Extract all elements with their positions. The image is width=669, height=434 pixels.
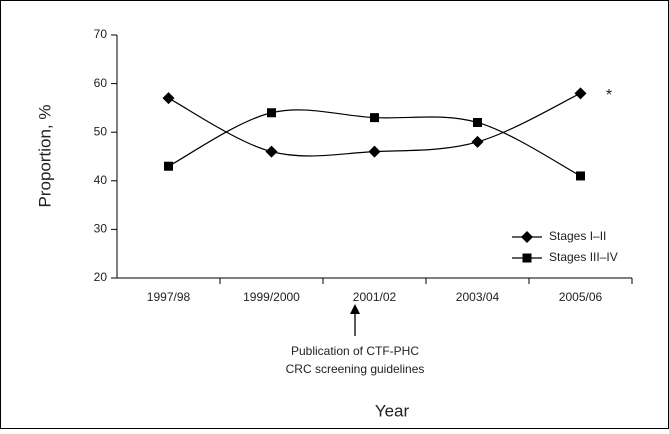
legend-label: Stages I–II <box>549 229 606 243</box>
x-tick-label: 1997/98 <box>147 290 191 304</box>
y-tick-label: 40 <box>94 173 108 187</box>
annotation-arrowhead <box>350 304 360 314</box>
y-axis-label: Proportion, % <box>35 105 54 208</box>
marker-diamond <box>265 145 278 158</box>
y-tick-label: 60 <box>94 76 108 90</box>
marker-diamond <box>574 87 587 100</box>
marker-diamond <box>368 145 381 158</box>
marker-diamond <box>471 135 484 148</box>
y-tick-label: 70 <box>94 27 108 41</box>
x-tick-label: 2003/04 <box>456 290 500 304</box>
x-tick-label: 2005/06 <box>559 290 603 304</box>
x-tick-label: 1999/2000 <box>243 290 300 304</box>
legend-label: Stages III–IV <box>549 250 618 264</box>
marker-diamond <box>521 231 533 243</box>
x-axis-label: Year <box>375 401 410 420</box>
marker-square <box>370 113 379 123</box>
x-tick-label: 2001/02 <box>353 290 397 304</box>
marker-square <box>164 161 173 171</box>
annotation: CRC screening guidelines <box>286 362 425 376</box>
significance-mark: * <box>606 87 612 104</box>
y-tick-label: 30 <box>94 222 108 236</box>
marker-square <box>267 108 276 118</box>
annotation: Publication of CTF-PHC <box>291 344 419 358</box>
y-tick-label: 20 <box>94 270 108 284</box>
marker-square <box>576 171 585 181</box>
marker-square <box>473 117 482 127</box>
y-tick-label: 50 <box>94 124 108 138</box>
marker-square <box>522 253 532 263</box>
marker-diamond <box>162 92 175 105</box>
